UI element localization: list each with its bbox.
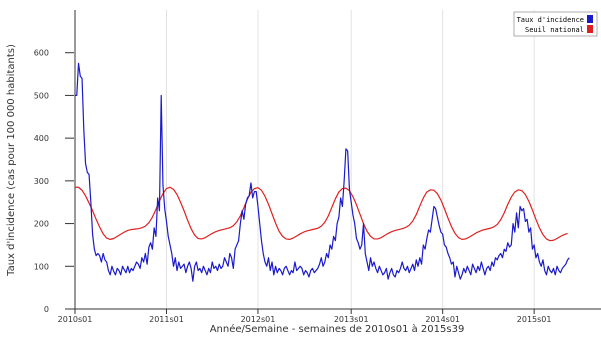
x-tick-label: 2015s01 [517,315,552,324]
y-axis-ticks: 0 100 200 300 400 500 600 [34,49,74,314]
x-tick-label: 2014s01 [425,315,460,324]
legend: Taux d'incidence Seuil national [513,11,598,37]
y-tick-label: 500 [34,91,49,100]
y-tick-label: 300 [34,177,49,186]
series-lines [75,62,570,282]
x-tick-label: 2012s01 [241,315,276,324]
series-line-incidence [75,62,570,282]
legend-box [513,11,598,37]
y-tick-label: 0 [44,305,49,314]
axes [73,10,601,311]
y-axis-title: Taux d'incidence (cas pour 100 000 habit… [6,44,17,277]
y-tick-label: 200 [34,220,49,229]
x-tick-label: 2010s01 [58,315,93,324]
y-tick-label: 400 [34,134,49,143]
x-tick-label: 2013s01 [334,315,369,324]
legend-swatch-incidence [587,15,593,23]
x-axis-title: Année/Semaine - semaines de 2010s01 à 20… [210,323,465,335]
legend-swatch-seuil [587,25,593,33]
y-tick-label: 100 [34,262,49,271]
legend-label-incidence: Taux d'incidence [517,16,584,24]
legend-label-seuil: Seuil national [525,26,584,34]
x-axis-ticks: 2010s01 2011s01 2012s01 2013s01 2014s01 2015s… [58,309,552,324]
x-tick-label: 2011s01 [149,315,184,324]
plot-background [70,10,601,311]
y-tick-label: 600 [34,49,49,58]
